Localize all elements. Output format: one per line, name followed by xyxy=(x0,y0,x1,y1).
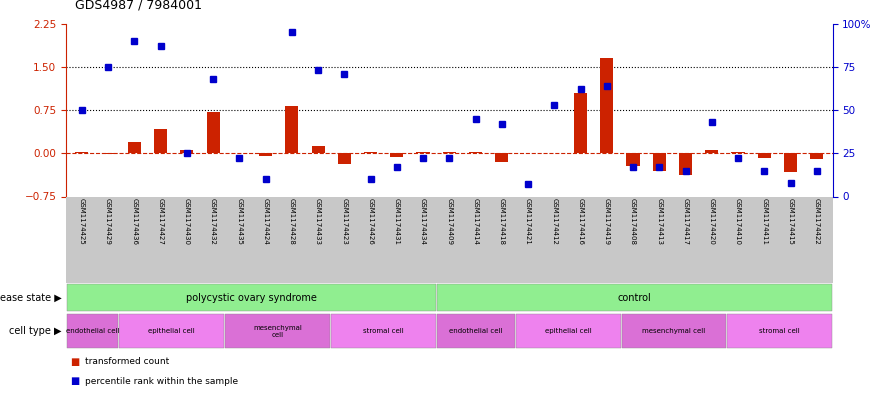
Bar xyxy=(128,142,141,153)
Text: polycystic ovary syndrome: polycystic ovary syndrome xyxy=(186,293,316,303)
Bar xyxy=(437,314,515,348)
Bar xyxy=(600,58,613,153)
Bar xyxy=(206,112,219,153)
Bar xyxy=(417,152,430,153)
Bar xyxy=(784,153,797,172)
Text: GSM1174433: GSM1174433 xyxy=(315,198,321,245)
Bar xyxy=(811,153,824,159)
Text: GSM1174436: GSM1174436 xyxy=(131,198,137,245)
Bar xyxy=(437,285,832,311)
Text: GSM1174429: GSM1174429 xyxy=(105,198,111,245)
Text: epithelial cell: epithelial cell xyxy=(148,328,196,334)
Bar xyxy=(443,152,455,153)
Bar xyxy=(626,153,640,166)
Text: transformed count: transformed count xyxy=(85,357,170,366)
Bar xyxy=(653,153,666,171)
Bar xyxy=(67,314,118,348)
Text: GSM1174415: GSM1174415 xyxy=(788,198,794,245)
Bar xyxy=(226,314,329,348)
Text: GSM1174422: GSM1174422 xyxy=(814,198,820,245)
Bar xyxy=(331,314,435,348)
Text: GSM1174414: GSM1174414 xyxy=(472,198,478,245)
Text: endothelial cell: endothelial cell xyxy=(449,328,502,334)
Text: GSM1174426: GSM1174426 xyxy=(367,198,374,245)
Text: GSM1174409: GSM1174409 xyxy=(447,198,452,245)
Text: GSM1174416: GSM1174416 xyxy=(578,198,583,245)
Bar xyxy=(181,151,194,153)
Bar xyxy=(285,106,299,153)
Text: percentile rank within the sample: percentile rank within the sample xyxy=(85,377,239,386)
Text: disease state ▶: disease state ▶ xyxy=(0,293,62,303)
Text: GSM1174412: GSM1174412 xyxy=(552,198,558,245)
Text: endothelial cell: endothelial cell xyxy=(66,328,119,334)
Bar xyxy=(516,314,620,348)
Text: mesenchymal
cell: mesenchymal cell xyxy=(253,325,302,338)
Text: mesenchymal cell: mesenchymal cell xyxy=(642,328,706,334)
Bar xyxy=(154,129,167,153)
Text: GSM1174417: GSM1174417 xyxy=(683,198,689,245)
Text: GSM1174428: GSM1174428 xyxy=(289,198,295,245)
Bar xyxy=(679,153,692,175)
Text: GSM1174420: GSM1174420 xyxy=(709,198,714,245)
Text: stromal cell: stromal cell xyxy=(363,328,403,334)
Text: GSM1174427: GSM1174427 xyxy=(158,198,164,245)
Bar xyxy=(120,314,224,348)
Text: cell type ▶: cell type ▶ xyxy=(9,326,62,336)
Text: GSM1174408: GSM1174408 xyxy=(630,198,636,245)
Text: ■: ■ xyxy=(70,376,79,386)
Text: GSM1174434: GSM1174434 xyxy=(420,198,426,245)
Bar xyxy=(390,153,403,157)
Bar xyxy=(469,152,482,153)
Bar xyxy=(574,93,587,153)
Text: ■: ■ xyxy=(70,356,79,367)
Text: GSM1174425: GSM1174425 xyxy=(78,198,85,245)
Text: GSM1174431: GSM1174431 xyxy=(394,198,400,245)
Text: GSM1174418: GSM1174418 xyxy=(499,198,505,245)
Text: GSM1174419: GSM1174419 xyxy=(603,198,610,245)
Text: GSM1174413: GSM1174413 xyxy=(656,198,663,245)
Text: GSM1174421: GSM1174421 xyxy=(525,198,531,245)
Text: GSM1174432: GSM1174432 xyxy=(210,198,216,245)
Text: GSM1174411: GSM1174411 xyxy=(761,198,767,245)
Text: control: control xyxy=(618,293,651,303)
Bar xyxy=(731,152,744,153)
Text: GDS4987 / 7984001: GDS4987 / 7984001 xyxy=(75,0,202,12)
Bar xyxy=(312,146,324,153)
Bar xyxy=(758,153,771,158)
Text: GSM1174410: GSM1174410 xyxy=(735,198,741,245)
Text: GSM1174424: GSM1174424 xyxy=(263,198,269,245)
Bar xyxy=(495,153,508,162)
Bar xyxy=(337,153,351,164)
Text: stromal cell: stromal cell xyxy=(759,328,800,334)
Bar xyxy=(622,314,726,348)
Bar xyxy=(259,153,272,156)
Bar xyxy=(705,151,718,153)
Text: epithelial cell: epithelial cell xyxy=(544,328,592,334)
Bar xyxy=(728,314,832,348)
Bar xyxy=(75,152,88,153)
Text: GSM1174430: GSM1174430 xyxy=(184,198,189,245)
Text: GSM1174435: GSM1174435 xyxy=(236,198,242,245)
Bar xyxy=(364,152,377,153)
Bar xyxy=(67,285,435,311)
Text: GSM1174423: GSM1174423 xyxy=(341,198,347,245)
Bar xyxy=(101,153,115,154)
